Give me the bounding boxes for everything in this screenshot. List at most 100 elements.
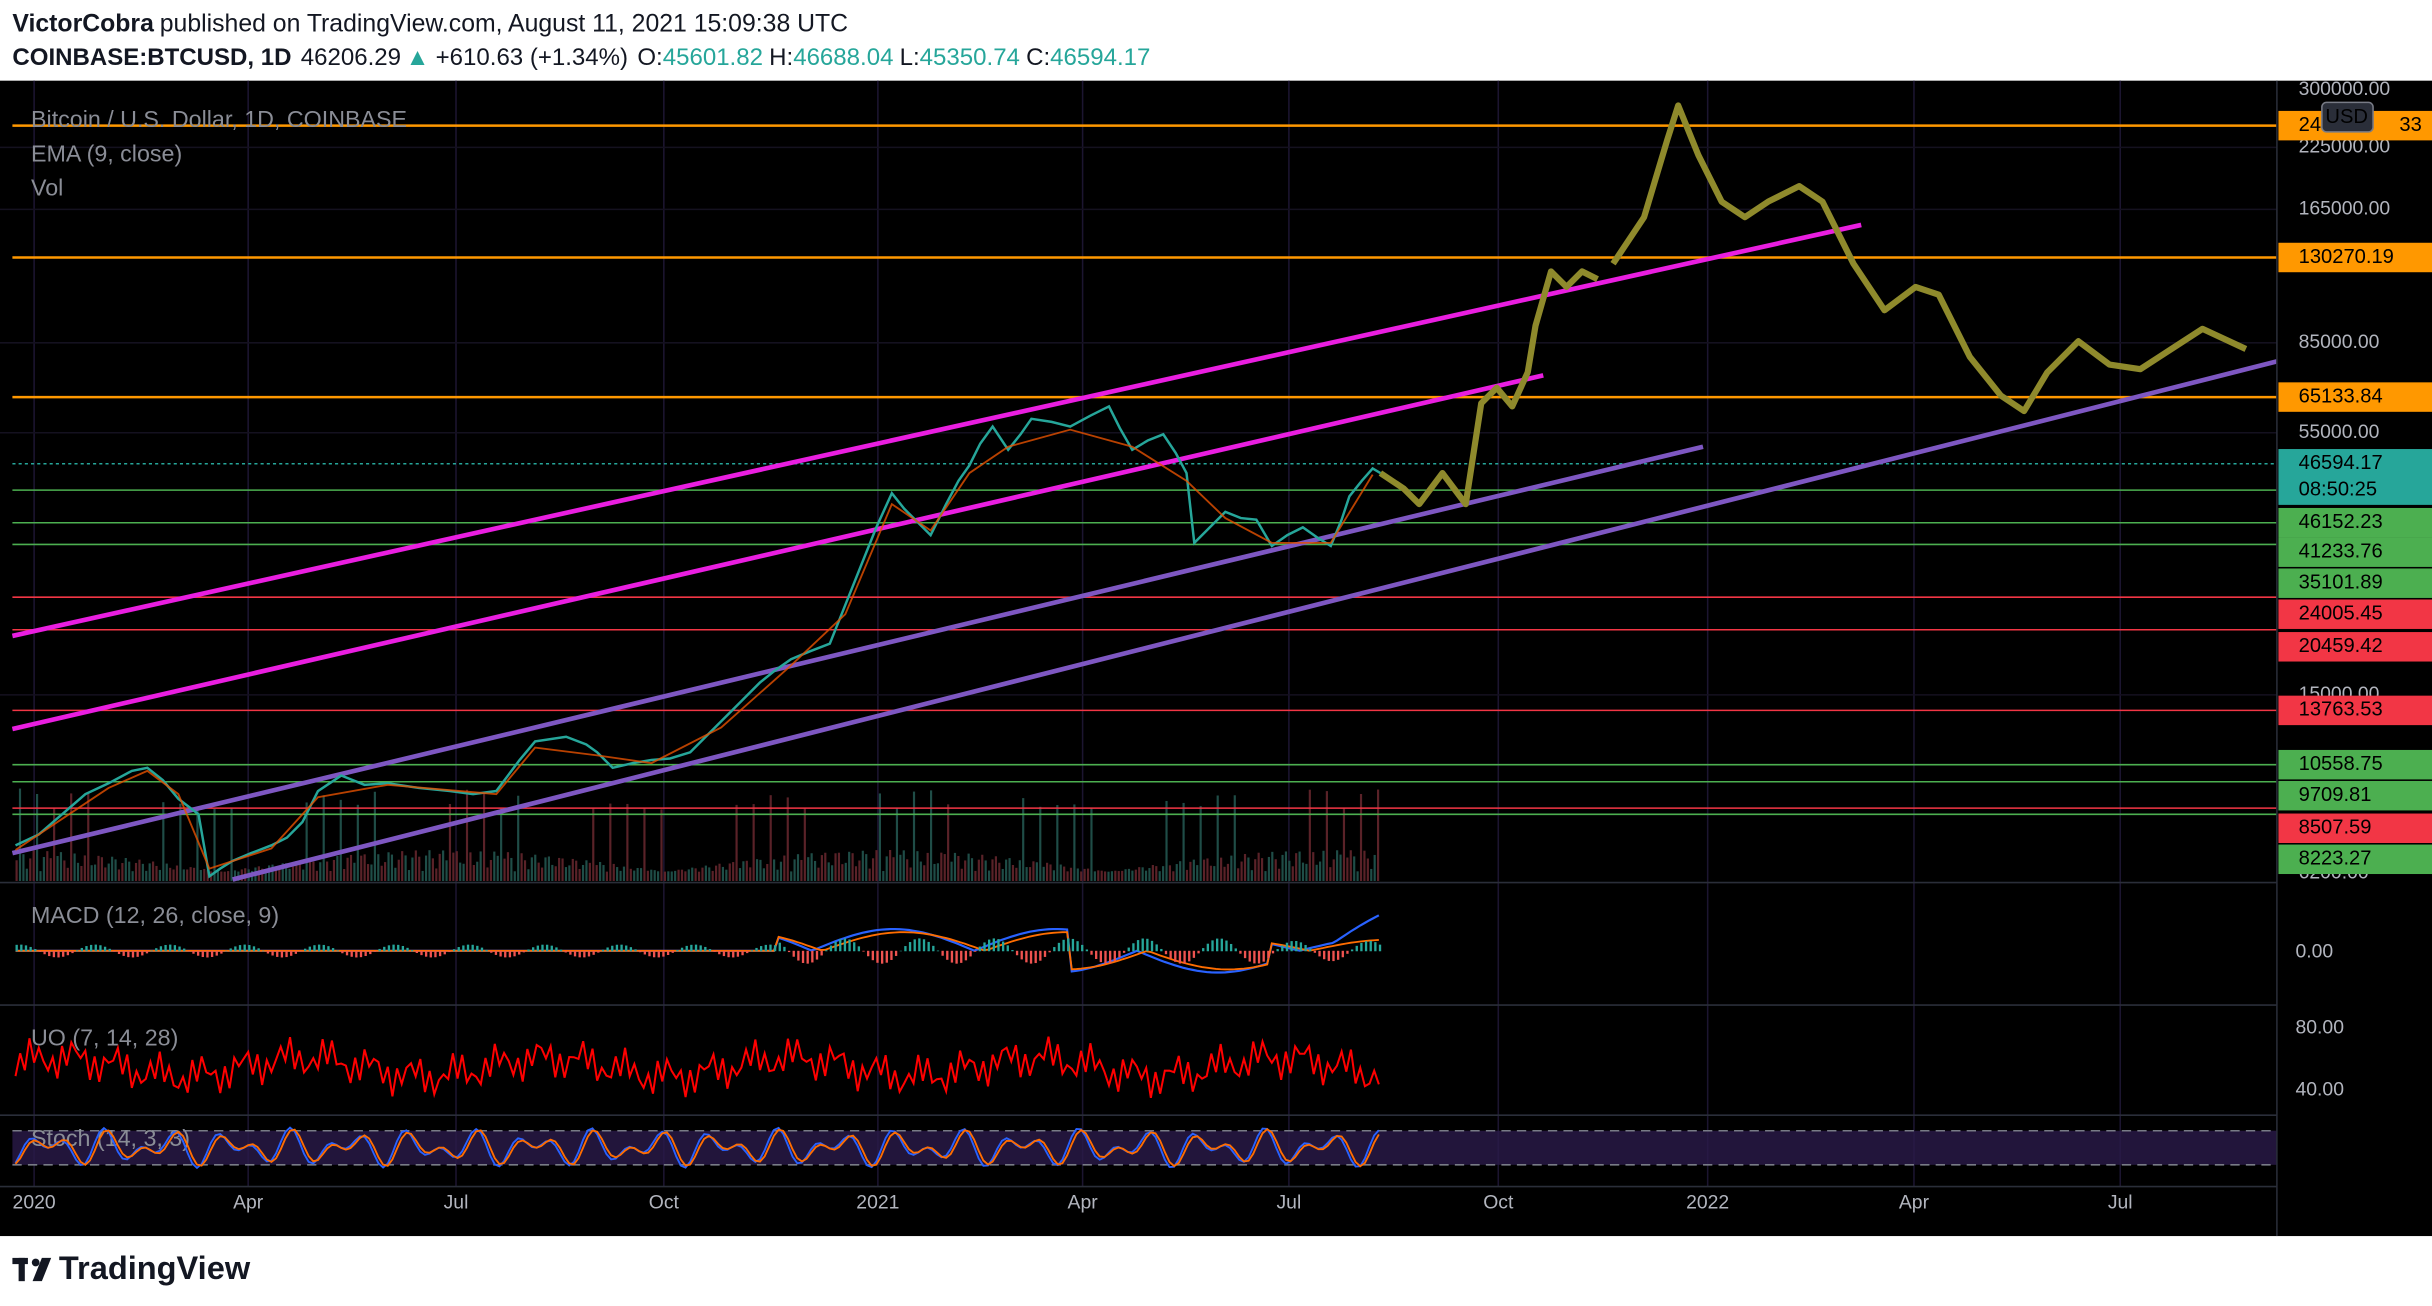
macd-hist [471,944,474,952]
macd-hist [1164,950,1168,955]
macd-hist [373,950,377,952]
price-label: 10558.75 [2299,753,2383,775]
macd-hist [448,950,451,953]
macd-hist [597,950,600,953]
volume-bar [18,788,22,881]
volume-bar [1158,871,1161,881]
volume-bar [206,869,209,881]
macd-hist [1374,942,1377,952]
volume-bar [169,867,172,881]
logo-mark [18,1257,25,1282]
volume-bar [186,869,189,881]
price-label-sub: 08:50:25 [2299,478,2377,500]
volume-bar [465,789,469,881]
macd-hist [820,950,823,956]
macd-hist [1327,950,1330,961]
macd-hist [685,945,688,952]
macd-hist [513,950,516,957]
volume-bar [650,869,653,881]
macd-hist [1271,950,1275,954]
volume-bar [1209,865,1212,881]
macd-hist [20,944,23,952]
macd-hist [988,939,991,952]
volume-bar [643,808,646,881]
macd-hist [1290,941,1293,952]
macd-hist [1220,938,1223,952]
volume-bar [1199,806,1202,881]
volume-bar [687,869,690,881]
volume-bar [189,867,192,881]
macd-hist [285,950,288,958]
volume-bar [646,870,649,881]
volume-bar [1295,853,1298,881]
macd-hist [1146,938,1149,952]
volume-bar [360,855,363,881]
channel-line [11,444,1704,856]
price-label-box [2278,242,2432,273]
volume-bar [302,869,305,881]
macd-hist [578,950,581,958]
volume-bar [1278,868,1281,881]
macd-hist [108,948,111,952]
volume-bar [145,870,148,881]
volume-bar [203,868,206,881]
volume-bar [711,870,714,881]
macd-hist [913,939,916,952]
volume-bar [233,870,237,881]
macd-hist [741,950,744,956]
volume-bar [366,864,370,881]
logo-mark [32,1257,52,1282]
macd-hist [397,944,400,952]
volume-bar [523,860,527,881]
macd-hist [1006,945,1009,952]
macd-hist [317,944,321,952]
volume-bar [820,855,823,881]
macd-hist [778,942,781,952]
volume-bar [677,869,680,881]
volume-bar [728,863,731,881]
price-label: 24005.45 [2299,603,2383,625]
chart-area [0,80,2432,1237]
volume-bar [933,863,936,881]
macd-hist [1216,938,1219,952]
volume-bar [1028,867,1032,881]
volume-bar [1175,864,1178,881]
macd-hist [1295,941,1298,952]
time-label: 2020 [13,1192,56,1214]
volume-bar [947,804,950,881]
volume-bar [114,859,117,881]
volume-bar [59,852,63,881]
volume-bar [1086,868,1090,881]
volume-bar [1206,858,1209,881]
volume-bar [540,867,544,881]
volume-bar [332,859,336,881]
volume-bar [1117,871,1120,881]
volume-bar [609,803,612,881]
volume-bar [414,850,417,881]
macd-hist [1071,938,1075,952]
macd-hist [201,950,204,958]
volume-bar [356,804,359,881]
volume-bar [537,862,540,881]
volume-bar [370,864,373,881]
volume-bar [397,859,400,881]
volume-bar [919,861,922,881]
volume-bar [1076,868,1079,881]
macd-hist [183,948,186,952]
volume-bar [455,851,458,881]
volume-bar [288,868,291,881]
volume-bar [261,868,264,881]
macd-hist [345,950,349,956]
macd-hist [1239,950,1242,954]
volume-bar [510,857,513,881]
price-axis-label: 300000.00 [2299,78,2391,100]
macd-hist [727,950,730,958]
macd-hist [1057,942,1061,952]
volume-bar [479,851,482,881]
macd-hist [238,945,242,952]
volume-bar [353,862,356,881]
volume-bar [902,850,905,881]
macd-hist [839,939,842,952]
volume-bar [1035,862,1038,881]
macd-hist [862,950,865,952]
